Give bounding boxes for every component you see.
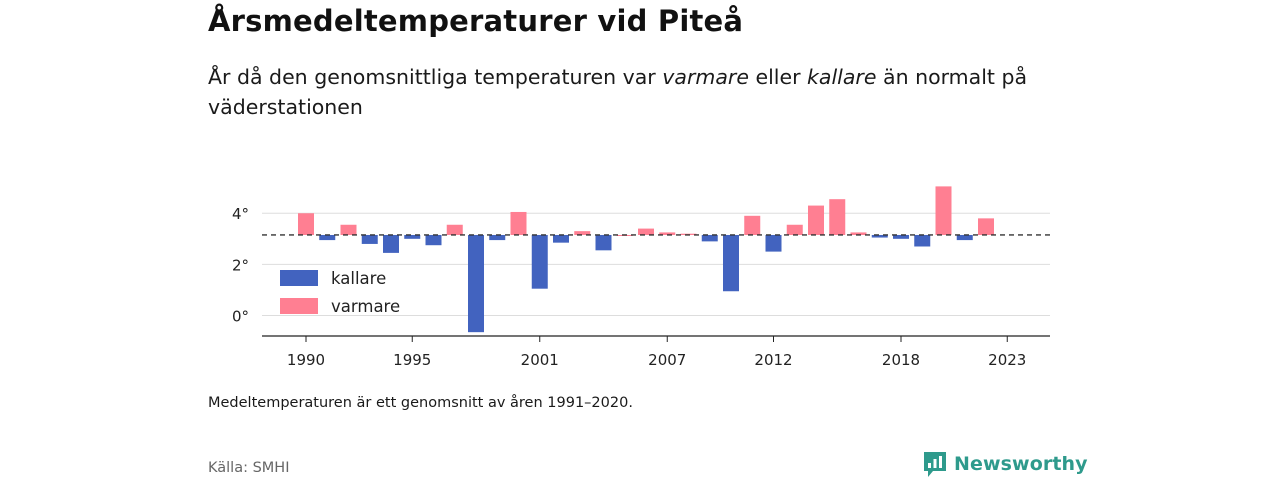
bar-1999 [489, 234, 506, 241]
bar-2009 [701, 234, 718, 242]
legend-swatch-kallare [280, 270, 318, 286]
footnote: Medeltemperaturen är ett genomsnitt av å… [208, 395, 633, 411]
bar-2012 [765, 234, 782, 252]
bars [298, 186, 994, 333]
legend-label-varmare: varmare [331, 297, 400, 316]
chart-subtitle: År då den genomsnittliga temperaturen va… [208, 62, 1068, 122]
x-tick-label: 2018 [882, 351, 920, 369]
x-tick-label: 2012 [754, 351, 792, 369]
bar-1992 [340, 224, 357, 235]
bar-2016 [850, 232, 867, 235]
x-tick-label: 1995 [393, 351, 431, 369]
bar-2006 [638, 228, 654, 235]
newsworthy-logo[interactable]: Newsworthy [922, 450, 1088, 478]
x-tick-label: 2001 [521, 351, 559, 369]
bar-2003 [574, 231, 591, 235]
subtitle-text: än normalt på väderstationen [208, 65, 1028, 119]
subtitle-text: eller [748, 65, 808, 89]
bar-2002 [553, 234, 569, 243]
bar-1990 [298, 213, 314, 235]
bar-2015 [829, 199, 846, 235]
bar-2000 [510, 211, 527, 235]
subtitle-text: År då den genomsnittliga temperaturen va… [208, 65, 663, 89]
bar-2021 [956, 234, 973, 241]
x-tick-label: 1990 [287, 351, 325, 369]
x-tick-label: 2023 [988, 351, 1026, 369]
bar-1993 [361, 234, 378, 244]
bar-1991 [319, 234, 336, 241]
bar-2013 [786, 224, 803, 235]
bar-1995 [404, 234, 421, 239]
y-tick-label: 4° [232, 205, 249, 223]
bar-2017 [871, 234, 888, 238]
bar-1996 [425, 234, 442, 246]
legend-swatch-varmare [280, 298, 318, 314]
subtitle-cold-word: kallare [807, 65, 877, 89]
y-tick-label: 2° [232, 256, 249, 274]
bar-2004 [595, 234, 612, 251]
bar-2001 [531, 234, 548, 289]
axes: 0° 2° 4° 1990 1995 2001 2007 2012 2018 2023 [232, 205, 1050, 369]
bar-chart: 0° 2° 4° 1990 1995 2001 2007 2012 2018 2023 kalla… [232, 186, 1050, 369]
source-label: Källa: SMHI [208, 460, 290, 476]
bar-2022 [978, 218, 994, 235]
bar-2007 [659, 232, 676, 235]
x-tick-label: 2007 [648, 351, 686, 369]
bar-2011 [744, 215, 761, 235]
bar-2019 [914, 234, 931, 247]
newsworthy-brand-name: Newsworthy [954, 453, 1088, 475]
legend-label-kallare: kallare [331, 269, 386, 288]
gridlines [262, 212, 1050, 317]
legend: kallare varmare [280, 269, 400, 316]
bar-2014 [808, 205, 824, 235]
newsworthy-logo-icon [924, 452, 946, 477]
bar-1997 [446, 224, 463, 235]
bar-2010 [723, 234, 739, 292]
bar-2020 [935, 186, 952, 235]
bar-1998 [468, 234, 484, 333]
bar-2018 [893, 234, 909, 239]
bar-1994 [383, 234, 399, 253]
subtitle-warm-word: varmare [662, 65, 749, 89]
y-tick-label: 0° [232, 308, 249, 326]
chart-title: Årsmedeltemperaturer vid Piteå [208, 4, 744, 38]
